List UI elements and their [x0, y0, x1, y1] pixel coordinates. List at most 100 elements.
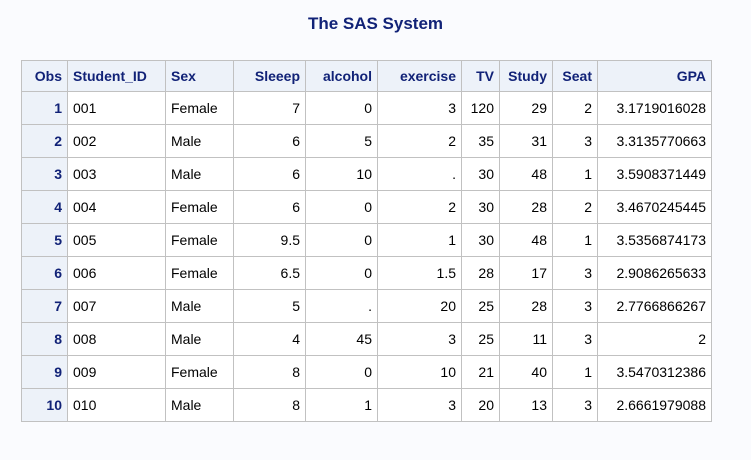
student-id-cell: 004 — [67, 190, 166, 224]
student-id-cell: 010 — [67, 388, 166, 422]
gpa-cell: 2.9086265633 — [597, 256, 712, 290]
sleep-cell: 6.5 — [233, 256, 306, 290]
tv-cell: 30 — [461, 223, 500, 257]
sleep-cell: 8 — [233, 388, 306, 422]
table-body: 1 001 Female 7 0 3 120 29 2 3.1719016028 2 002 Male 6… — [21, 91, 712, 422]
column-header-sex: Sex — [165, 60, 234, 92]
sex-cell: Female — [165, 223, 234, 257]
obs-cell: 5 — [21, 223, 68, 257]
column-header-student-id: Student_ID — [67, 60, 166, 92]
exercise-cell: 3 — [377, 322, 462, 356]
obs-cell: 3 — [21, 157, 68, 191]
tv-cell: 30 — [461, 190, 500, 224]
study-cell: 48 — [499, 157, 553, 191]
alcohol-cell: 10 — [305, 157, 378, 191]
tv-cell: 28 — [461, 256, 500, 290]
sex-cell: Male — [165, 124, 234, 158]
obs-cell: 6 — [21, 256, 68, 290]
sleep-cell: 5 — [233, 289, 306, 323]
seat-cell: 2 — [552, 190, 598, 224]
exercise-cell: 1.5 — [377, 256, 462, 290]
alcohol-cell: . — [305, 289, 378, 323]
tv-cell: 21 — [461, 355, 500, 389]
obs-cell: 9 — [21, 355, 68, 389]
sleep-cell: 7 — [233, 91, 306, 125]
column-header-alcohol: alcohol — [305, 60, 378, 92]
column-header-study: Study — [499, 60, 553, 92]
study-cell: 31 — [499, 124, 553, 158]
gpa-cell: 2.7766866267 — [597, 289, 712, 323]
alcohol-cell: 45 — [305, 322, 378, 356]
gpa-cell: 3.5356874173 — [597, 223, 712, 257]
exercise-cell: 2 — [377, 190, 462, 224]
column-header-seat: Seat — [552, 60, 598, 92]
table-row: 6 006 Female 6.5 0 1.5 28 17 3 2.9086265633 — [21, 256, 712, 290]
tv-cell: 30 — [461, 157, 500, 191]
gpa-cell: 3.3135770663 — [597, 124, 712, 158]
column-header-sleep: Sleeep — [233, 60, 306, 92]
gpa-cell: 3.5470312386 — [597, 355, 712, 389]
seat-cell: 2 — [552, 91, 598, 125]
exercise-cell: 1 — [377, 223, 462, 257]
seat-cell: 3 — [552, 256, 598, 290]
seat-cell: 3 — [552, 289, 598, 323]
header-row: Obs Student_ID Sex Sleeep alcohol exerci… — [21, 60, 712, 92]
student-id-cell: 001 — [67, 91, 166, 125]
student-id-cell: 005 — [67, 223, 166, 257]
obs-cell: 10 — [21, 388, 68, 422]
seat-cell: 1 — [552, 355, 598, 389]
tv-cell: 25 — [461, 289, 500, 323]
gpa-cell: 2.6661979088 — [597, 388, 712, 422]
sex-cell: Male — [165, 388, 234, 422]
column-header-tv: TV — [461, 60, 500, 92]
sex-cell: Female — [165, 256, 234, 290]
alcohol-cell: 1 — [305, 388, 378, 422]
obs-cell: 8 — [21, 322, 68, 356]
alcohol-cell: 0 — [305, 190, 378, 224]
exercise-cell: 3 — [377, 91, 462, 125]
obs-cell: 1 — [21, 91, 68, 125]
column-header-gpa: GPA — [597, 60, 712, 92]
gpa-cell: 3.5908371449 — [597, 157, 712, 191]
study-cell: 48 — [499, 223, 553, 257]
table-row: 3 003 Male 6 10. 30 48 1 3.5908371449 — [21, 157, 712, 191]
study-cell: 29 — [499, 91, 553, 125]
sex-cell: Male — [165, 289, 234, 323]
seat-cell: 3 — [552, 388, 598, 422]
table-row: 8 008 Male 4 45 3 25 11 3 2 — [21, 322, 712, 356]
obs-cell: 7 — [21, 289, 68, 323]
gpa-cell: 3.1719016028 — [597, 91, 712, 125]
column-header-obs: Obs — [21, 60, 68, 92]
student-id-cell: 007 — [67, 289, 166, 323]
obs-cell: 2 — [21, 124, 68, 158]
table-row: 7 007 Male 5. 20 25 28 3 2.7766866267 — [21, 289, 712, 323]
alcohol-cell: 0 — [305, 223, 378, 257]
exercise-cell: . — [377, 157, 462, 191]
sleep-cell: 6 — [233, 190, 306, 224]
student-id-cell: 008 — [67, 322, 166, 356]
study-cell: 40 — [499, 355, 553, 389]
study-cell: 17 — [499, 256, 553, 290]
seat-cell: 1 — [552, 223, 598, 257]
study-cell: 28 — [499, 190, 553, 224]
alcohol-cell: 0 — [305, 355, 378, 389]
sleep-cell: 4 — [233, 322, 306, 356]
sex-cell: Male — [165, 322, 234, 356]
table-row: 9 009 Female 8 0 10 21 40 1 3.5470312386 — [21, 355, 712, 389]
tv-cell: 20 — [461, 388, 500, 422]
sex-cell: Female — [165, 91, 234, 125]
data-table: Obs Student_ID Sex Sleeep alcohol exerci… — [21, 60, 712, 422]
alcohol-cell: 5 — [305, 124, 378, 158]
sleep-cell: 8 — [233, 355, 306, 389]
exercise-cell: 2 — [377, 124, 462, 158]
table-row: 1 001 Female 7 0 3 120 29 2 3.1719016028 — [21, 91, 712, 125]
study-cell: 11 — [499, 322, 553, 356]
sleep-cell: 6 — [233, 157, 306, 191]
alcohol-cell: 0 — [305, 91, 378, 125]
sex-cell: Female — [165, 355, 234, 389]
alcohol-cell: 0 — [305, 256, 378, 290]
sleep-cell: 9.5 — [233, 223, 306, 257]
page-title: The SAS System — [307, 14, 444, 33]
table-row: 4 004 Female 6 0 2 30 28 2 3.4670245445 — [21, 190, 712, 224]
tv-cell: 25 — [461, 322, 500, 356]
